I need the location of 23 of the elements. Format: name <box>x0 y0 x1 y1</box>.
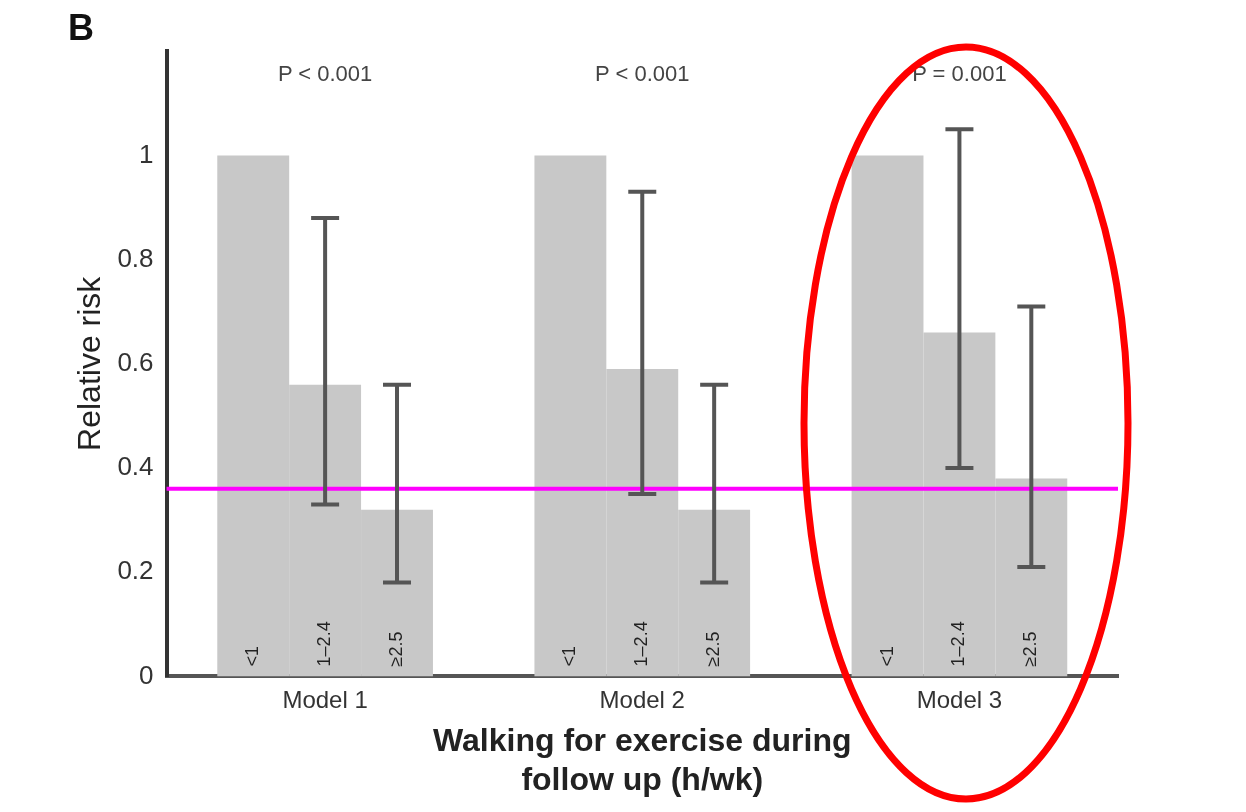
text: 1–2.4 <box>948 621 969 667</box>
y-tick-label: 0.4 <box>117 451 154 482</box>
x-axis-title: Walking for exercise during follow up (h/wk) <box>433 722 852 797</box>
y-axis-title: Relative risk <box>71 275 108 451</box>
series-label: 1–2.4 <box>314 621 335 667</box>
y-tick-label: 1 <box>139 138 154 169</box>
text: ≥2.5 <box>703 631 724 667</box>
annotation: P < 0.001 <box>595 61 690 87</box>
text: <1 <box>876 645 897 667</box>
x-tick-label: Model 1 <box>282 686 368 714</box>
y-tick-label: 0.8 <box>117 242 154 273</box>
x-tick-label: Model 3 <box>916 686 1003 714</box>
text: ≥2.5 <box>1020 631 1041 667</box>
x-tick-label: Model 2 <box>599 686 685 714</box>
text: <1 <box>559 645 580 667</box>
series-label: <1 <box>242 645 263 667</box>
chart-title: B <box>68 6 94 48</box>
y-tick-label: 0 <box>139 659 154 690</box>
text: 1–2.4 <box>631 621 652 667</box>
y-tick-label: 0.6 <box>117 346 154 377</box>
annotation: P < 0.001 <box>277 61 373 87</box>
series-label: ≥2.5 <box>385 631 406 667</box>
y-tick-label: 0.2 <box>117 555 154 586</box>
